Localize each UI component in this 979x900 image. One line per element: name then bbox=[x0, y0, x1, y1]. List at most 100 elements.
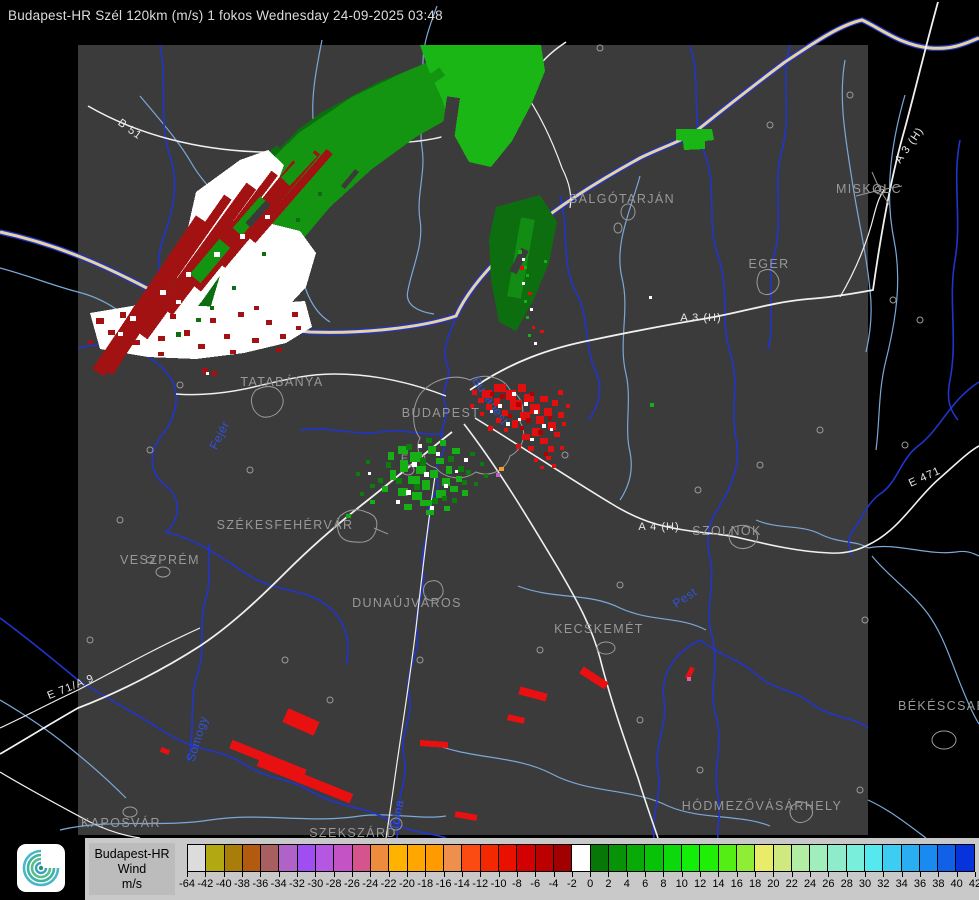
scale-tick-label: 18 bbox=[748, 878, 762, 890]
city-label-veszprem: VESZPRÉM bbox=[120, 552, 200, 567]
city-label-salgotarjan: SALGÓTARJÁN bbox=[569, 191, 675, 206]
scale-tick bbox=[626, 872, 628, 877]
scale-swatch bbox=[699, 844, 719, 872]
scale-tick-label: -18 bbox=[417, 878, 434, 890]
scale-tick-label: 36 bbox=[913, 878, 927, 890]
page-title: Budapest-HR Szél 120km (m/s) 1 fokos Wed… bbox=[8, 8, 443, 23]
scale-tick bbox=[425, 872, 427, 877]
scale-tick bbox=[241, 872, 243, 877]
scale-tick bbox=[553, 872, 555, 877]
scale-tick-label: 42 bbox=[968, 878, 979, 890]
scale-swatch bbox=[754, 844, 774, 872]
scale-tick bbox=[480, 872, 482, 877]
scale-tick-label: 6 bbox=[642, 878, 649, 890]
scale-tick bbox=[645, 872, 647, 877]
scale-swatch bbox=[900, 844, 920, 872]
scale-tick bbox=[516, 872, 518, 877]
scale-swatch bbox=[863, 844, 884, 872]
city-label-szolnok: SZOLNOK bbox=[692, 524, 762, 538]
scale-tick-label: 16 bbox=[730, 878, 743, 890]
scale-swatch bbox=[735, 844, 756, 872]
scale-swatch bbox=[388, 844, 408, 872]
scale-swatch bbox=[882, 844, 902, 872]
scale-tick bbox=[901, 872, 903, 877]
scale-swatch bbox=[589, 844, 609, 872]
city-label-budapest: BUDAPEST bbox=[402, 406, 481, 420]
scale-swatch bbox=[205, 844, 225, 872]
scale-tick-label: -34 bbox=[270, 878, 287, 890]
scale-tick bbox=[461, 872, 463, 877]
scale-swatch bbox=[351, 844, 371, 872]
scale-swatch bbox=[534, 844, 554, 872]
scale-swatch bbox=[498, 844, 518, 872]
scale-swatch bbox=[516, 844, 536, 872]
legend-product-name: Budapest-HR bbox=[94, 846, 170, 861]
met-spiral-logo-icon bbox=[17, 844, 65, 892]
scale-tick bbox=[975, 872, 976, 877]
scale-tick-label: -28 bbox=[325, 878, 342, 890]
scale-swatch bbox=[315, 844, 335, 872]
scale-tick bbox=[773, 872, 775, 877]
scale-tick-label: 32 bbox=[877, 878, 890, 890]
scale-tick bbox=[571, 872, 573, 877]
scale-tick bbox=[681, 872, 683, 877]
scale-swatch bbox=[681, 844, 701, 872]
scale-tick bbox=[296, 872, 298, 877]
scale-swatch bbox=[955, 844, 975, 872]
scale-tick-label: -40 bbox=[215, 878, 232, 890]
scale-tick bbox=[865, 872, 867, 877]
scale-tick bbox=[187, 872, 188, 877]
scale-swatch bbox=[772, 844, 792, 872]
scale-swatch bbox=[260, 844, 280, 872]
scale-swatch bbox=[187, 844, 207, 872]
scale-tick-label: -22 bbox=[380, 878, 397, 890]
scale-tick-label: 10 bbox=[675, 878, 688, 890]
road-label-a3: A 3 (H) bbox=[680, 312, 721, 324]
scale-tick-label: -4 bbox=[548, 878, 559, 890]
scale-tick bbox=[718, 872, 720, 877]
scale-tick bbox=[260, 872, 262, 877]
scale-tick-label: -14 bbox=[453, 878, 470, 890]
scale-tick bbox=[755, 872, 757, 877]
city-label-szekesfehervar: SZÉKESFEHÉRVÁR bbox=[217, 517, 354, 532]
legend-product-box: Budapest-HR Wind m/s bbox=[89, 843, 175, 895]
scale-tick bbox=[663, 872, 665, 877]
scale-tick-label: 22 bbox=[785, 878, 798, 890]
scale-swatch bbox=[552, 844, 573, 872]
scale-tick-label: -6 bbox=[530, 878, 541, 890]
scale-tick-label: 2 bbox=[605, 878, 612, 890]
scale-tick-label: 28 bbox=[840, 878, 853, 890]
scale-swatch bbox=[296, 844, 317, 872]
scale-tick bbox=[278, 872, 280, 877]
scale-tick bbox=[956, 872, 958, 877]
legend-unit: m/s bbox=[121, 876, 143, 891]
scale-swatch bbox=[241, 844, 262, 872]
city-label-miskolc: MISKOLC bbox=[836, 182, 902, 196]
scale-tick-label: -2 bbox=[566, 878, 577, 890]
scale-tick bbox=[736, 872, 738, 877]
scale-tick bbox=[333, 872, 335, 877]
scale-tick-label: -26 bbox=[343, 878, 360, 890]
scale-swatch bbox=[644, 844, 664, 872]
scale-tick bbox=[920, 872, 922, 877]
scale-tick-label: 24 bbox=[803, 878, 817, 890]
scale-tick-label: -64 bbox=[179, 878, 195, 890]
scale-tick bbox=[205, 872, 207, 877]
scale-tick bbox=[883, 872, 885, 877]
scale-tick bbox=[828, 872, 830, 877]
scale-tick-label: 40 bbox=[950, 878, 963, 890]
scale-tick bbox=[498, 872, 500, 877]
scale-tick bbox=[608, 872, 610, 877]
scale-tick-label: 8 bbox=[660, 878, 667, 890]
scale-tick-label: -16 bbox=[435, 878, 452, 890]
scale-swatch bbox=[845, 844, 865, 872]
scale-swatch bbox=[662, 844, 683, 872]
scale-tick-label: 4 bbox=[623, 878, 630, 890]
scale-tick-label: 14 bbox=[712, 878, 725, 890]
scale-tick-label: -36 bbox=[252, 878, 269, 890]
stream-lines bbox=[0, 5, 979, 839]
scale-swatch bbox=[369, 844, 390, 872]
scale-tick-label: -10 bbox=[490, 878, 507, 890]
city-label-eger: EGER bbox=[748, 257, 789, 271]
